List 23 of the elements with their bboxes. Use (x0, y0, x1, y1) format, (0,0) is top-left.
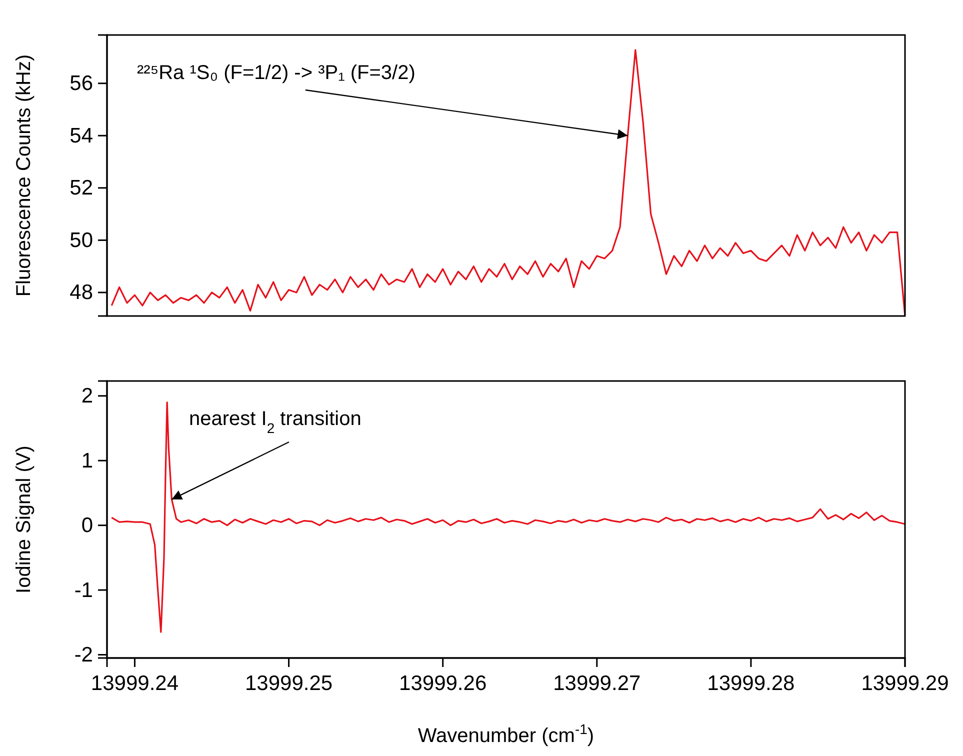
x-tick-label: 13999.26 (399, 672, 487, 695)
annotation: ²²⁵Ra ¹S₀ (F=1/2) -> ³P₁ (F=3/2) (137, 62, 416, 84)
y-tick-label: 2 (81, 384, 93, 408)
x-tick-label: 13999.29 (861, 672, 949, 695)
y-axis-title: Fluorescence Counts (kHz) (13, 54, 35, 297)
annotation: nearest I$_{2}$ transition (189, 408, 362, 436)
line-series (110, 49, 905, 317)
y-tick-label: -1 (74, 578, 93, 602)
line-series (110, 402, 905, 633)
y-tick-label: 52 (70, 176, 93, 200)
x-axis-title: Wavenumber (cm$^{-1}$) (418, 721, 594, 747)
y-tick-label: 50 (70, 228, 93, 252)
y-tick-label: 56 (70, 72, 93, 96)
y-tick-label: 1 (81, 449, 93, 472)
y-tick-label: 0 (81, 514, 93, 538)
x-tick-label: 13999.25 (244, 672, 333, 695)
y-tick-label: -2 (74, 643, 93, 666)
y-tick-label: 48 (70, 281, 93, 304)
x-tick-label: 13999.27 (553, 672, 641, 695)
x-tick-label: 13999.28 (707, 672, 795, 695)
x-tick-label: 13999.24 (90, 672, 179, 695)
y-axis-title: Iodine Signal (V) (13, 446, 35, 594)
y-tick-label: 54 (70, 124, 94, 148)
